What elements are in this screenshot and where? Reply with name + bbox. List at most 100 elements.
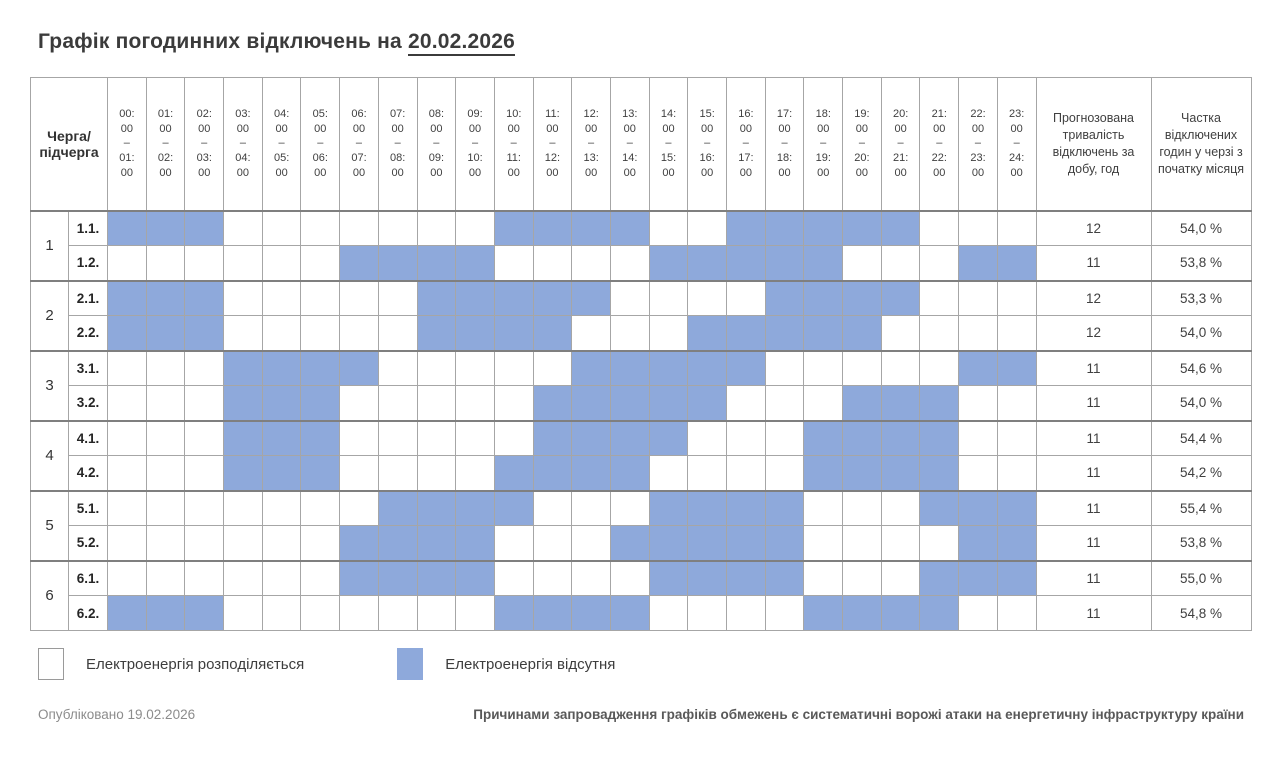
hour-column-header: 23: 00–24: 00 [996,77,1037,211]
outage-hour-cell [145,279,186,316]
available-hour-cell [300,315,341,351]
hour-column-header: 07: 00–08: 00 [377,77,418,211]
duration-value: 11 [1035,525,1152,561]
outage-hour-cell [958,349,998,386]
table-row: 5 5.1. 11 55,4 % [30,489,1252,561]
available-hour-cell [107,385,147,421]
available-hour-cell [571,245,611,281]
outage-hour-cell [648,489,689,526]
outage-hour-cell [455,245,495,281]
available-hour-cell [223,559,263,596]
outage-hour-cell [339,245,379,281]
available-hour-cell [687,595,728,631]
outage-hour-cell [919,559,960,596]
outage-hour-cell [919,595,960,631]
outage-hour-cell [996,245,1037,281]
outage-hour-cell [455,315,495,351]
outage-hour-cell [455,559,495,596]
outage-hour-cell [107,279,147,316]
available-hour-cell [803,559,844,596]
available-hour-cell [803,525,844,561]
available-hour-cell [493,349,534,386]
available-hour-cell [493,385,534,421]
duration-value: 11 [1035,455,1152,491]
available-hour-cell [416,349,457,386]
available-hour-cell [300,525,341,561]
legend-label-power-off: Електроенергія відсутня [445,655,616,673]
table-row: 6 6.1. 11 55,0 % [30,559,1252,631]
available-hour-cell [184,455,225,491]
schedule-date: 20.02.2026 [407,30,516,56]
outage-hour-cell [571,455,611,491]
outage-hour-cell [455,525,495,561]
table-row: 5.2. 11 53,8 % [31,525,1252,561]
available-hour-cell [223,209,263,246]
outage-hour-cell [184,209,225,246]
available-hour-cell [107,245,147,281]
outage-hour-cell [764,279,805,316]
available-hour-cell [958,315,998,351]
available-hour-cell [339,315,379,351]
available-hour-cell [687,209,728,246]
available-hour-cell [107,489,147,526]
available-hour-cell [455,349,495,386]
available-hour-cell [764,349,805,386]
available-hour-cell [803,385,844,421]
outage-hour-cell [532,385,573,421]
available-hour-cell [842,525,882,561]
available-hour-cell [996,455,1037,491]
outage-hour-cell [842,279,882,316]
hour-column-header: 04: 00–05: 00 [261,77,302,211]
available-hour-cell [493,525,534,561]
available-hour-cell [223,525,263,561]
available-hour-cell [416,419,457,456]
available-hour-cell [339,595,379,631]
outage-hour-cell [648,385,689,421]
outage-hour-cell [300,455,341,491]
outage-hour-cell [803,209,844,246]
outage-hour-cell [726,315,766,351]
available-hour-cell [339,279,379,316]
queue-subqueue-header: Черга/підчерга [29,77,109,211]
available-hour-cell [184,419,225,456]
outage-hour-cell [803,419,844,456]
available-hour-cell [145,559,186,596]
outage-hour-cell [532,315,573,351]
footer: Опубліковано 19.02.2026 Причинами запров… [38,707,1244,722]
available-hour-cell [532,559,573,596]
queue-number: 4 [30,419,69,491]
outage-hour-cell [493,279,534,316]
available-hour-cell [300,209,341,246]
outage-hour-cell [919,385,960,421]
available-hour-cell [145,455,186,491]
available-hour-cell [532,349,573,386]
hour-column-header: 12: 00–13: 00 [571,77,611,211]
available-hour-cell [261,489,302,526]
outage-hour-cell [687,245,728,281]
outage-hour-cell [532,455,573,491]
table-row: 2.2. 12 54,0 % [31,315,1252,351]
available-hour-cell [493,245,534,281]
hour-column-header: 05: 00–06: 00 [300,77,341,211]
table-header: Черга/підчерга 00: 00–01: 00 01: 00–02: 00 02: 0… [29,77,1252,211]
available-hour-cell [648,315,689,351]
outage-hour-cell [571,349,611,386]
available-hour-cell [261,525,302,561]
hour-column-header: 03: 00–04: 00 [223,77,263,211]
outage-hour-cell [842,419,882,456]
outage-hour-cell [726,209,766,246]
available-hour-cell [532,525,573,561]
hour-column-header: 01: 00–02: 00 [145,77,186,211]
hour-column-header: 06: 00–07: 00 [339,77,379,211]
hour-column-header: 15: 00–16: 00 [687,77,728,211]
available-hour-cell [687,455,728,491]
available-hour-cell [571,489,611,526]
available-hour-cell [532,489,573,526]
available-hour-cell [648,595,689,631]
outage-hour-cell [300,419,341,456]
available-hour-cell [609,489,650,526]
available-hour-cell [300,279,341,316]
outage-hour-cell [377,489,418,526]
duration-value: 11 [1035,595,1152,631]
available-hour-cell [145,419,186,456]
